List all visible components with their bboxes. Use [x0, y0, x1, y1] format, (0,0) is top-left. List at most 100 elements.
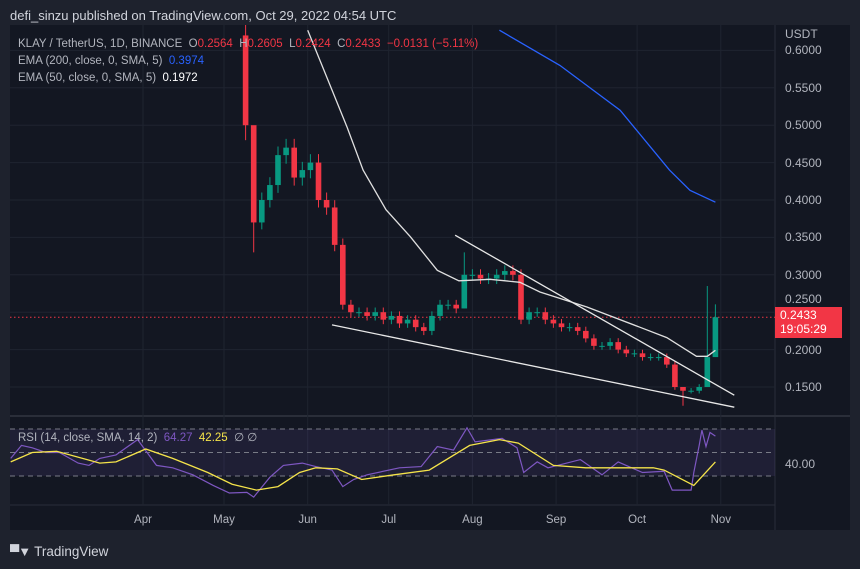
candle-body — [672, 364, 678, 387]
rsi-pane — [10, 426, 775, 498]
candle — [542, 307, 549, 325]
bar-countdown: 19:05:29 — [780, 322, 827, 336]
candle — [639, 349, 646, 361]
candle-body — [534, 312, 540, 314]
currency-label: USDT — [785, 27, 818, 41]
candle-body — [404, 319, 411, 324]
time-tick: Apr — [134, 514, 152, 526]
candle — [615, 338, 621, 354]
rsi-tick-40: 40.00 — [785, 457, 816, 471]
candle — [688, 388, 694, 394]
candle-body — [340, 244, 346, 305]
candle-body — [348, 304, 354, 313]
candle — [550, 315, 557, 328]
candle-body — [526, 312, 532, 320]
candle-body — [437, 304, 443, 316]
candle — [583, 326, 589, 343]
candle-body — [639, 353, 646, 358]
candle — [696, 384, 702, 394]
rsi-legend[interactable]: RSI (14, close, SMA, 14, 2) 64.27 42.25 … — [18, 430, 257, 444]
candle-body — [242, 35, 249, 126]
time-tick: May — [213, 514, 235, 526]
price-tick: 0.2500 — [785, 292, 822, 306]
price-tick: 0.3500 — [785, 230, 822, 245]
rsi-label: RSI (14, close, SMA, 14, 2) — [18, 432, 158, 444]
rsi-sma-value: 42.25 — [198, 432, 228, 444]
candle-body — [453, 304, 459, 309]
candle-body — [323, 200, 330, 208]
candle-body — [315, 162, 322, 200]
candle-body — [412, 319, 419, 328]
candle-body — [615, 342, 621, 350]
candle — [558, 319, 565, 332]
price-tick: 0.1500 — [785, 380, 822, 394]
candle — [421, 322, 427, 336]
candle — [502, 265, 508, 281]
candle-body — [356, 312, 362, 314]
candle — [429, 311, 435, 336]
time-tick: Jul — [381, 514, 397, 526]
ema50-legend[interactable]: EMA (50, close, 0, SMA, 5) 0.1972 — [18, 72, 198, 84]
candle-body — [558, 323, 565, 328]
candle — [250, 125, 257, 253]
time-tick: Nov — [710, 514, 732, 526]
candle-body — [461, 274, 468, 309]
candle — [388, 311, 395, 325]
candle-body — [307, 162, 314, 171]
price-tick: 0.2000 — [785, 342, 822, 357]
ema50-value: 0.1972 — [162, 72, 198, 84]
candle — [518, 269, 524, 325]
publish-header: defi_sinzu published on TradingView.com,… — [10, 8, 397, 23]
trendline-upper — [454, 234, 735, 396]
candle-body — [655, 357, 662, 359]
candle-body — [291, 147, 297, 178]
candle — [655, 353, 662, 361]
rsi-sma-line — [10, 438, 716, 491]
symbol-title[interactable]: KLAY / TetherUS, 1D, BINANCE — [18, 38, 183, 50]
candle — [453, 299, 459, 314]
price-tick: 0.4500 — [785, 155, 822, 170]
candle-body — [664, 357, 670, 365]
candle-body — [631, 353, 638, 355]
low-label: L — [289, 38, 296, 50]
tradingview-logo[interactable]: ▀▼ TradingView — [10, 544, 108, 559]
candle-body — [607, 342, 613, 346]
candle-body — [591, 338, 597, 346]
candle — [364, 307, 370, 321]
candle — [291, 138, 297, 186]
candle-body — [542, 312, 549, 320]
candle-body — [267, 185, 273, 200]
candle — [267, 177, 273, 208]
candle — [315, 154, 322, 208]
candle — [526, 307, 532, 325]
open-value: 0.2564 — [197, 38, 233, 50]
candle — [493, 269, 500, 285]
candle-body — [445, 304, 451, 306]
candle-body — [372, 312, 378, 316]
candle-body — [599, 345, 605, 347]
candle — [380, 307, 387, 325]
candle-body — [250, 125, 257, 223]
candle — [372, 307, 378, 321]
candle — [404, 315, 411, 328]
time-tick: Jun — [298, 514, 317, 526]
ema50-line — [307, 29, 716, 357]
candle-body — [275, 155, 281, 186]
candle — [704, 286, 711, 387]
candle — [299, 161, 306, 186]
chart-area[interactable] — [10, 25, 850, 530]
candle-body — [469, 274, 476, 276]
change-value: −0.0131 (−5.11%) — [386, 38, 479, 50]
candle-body — [364, 312, 370, 316]
symbol-legend: KLAY / TetherUS, 1D, BINANCE O0.2564 H0.… — [18, 38, 478, 50]
ema200-legend[interactable]: EMA (200, close, 0, SMA, 5) 0.3974 — [18, 55, 204, 67]
candle-body — [477, 274, 484, 279]
brand-name: TradingView — [34, 544, 109, 559]
candle-body — [429, 315, 435, 331]
low-value: 0.2424 — [295, 38, 331, 50]
candle — [323, 192, 330, 215]
price-tick: 0.3000 — [785, 267, 822, 282]
trendline-lower — [331, 324, 735, 408]
candle — [599, 342, 605, 350]
